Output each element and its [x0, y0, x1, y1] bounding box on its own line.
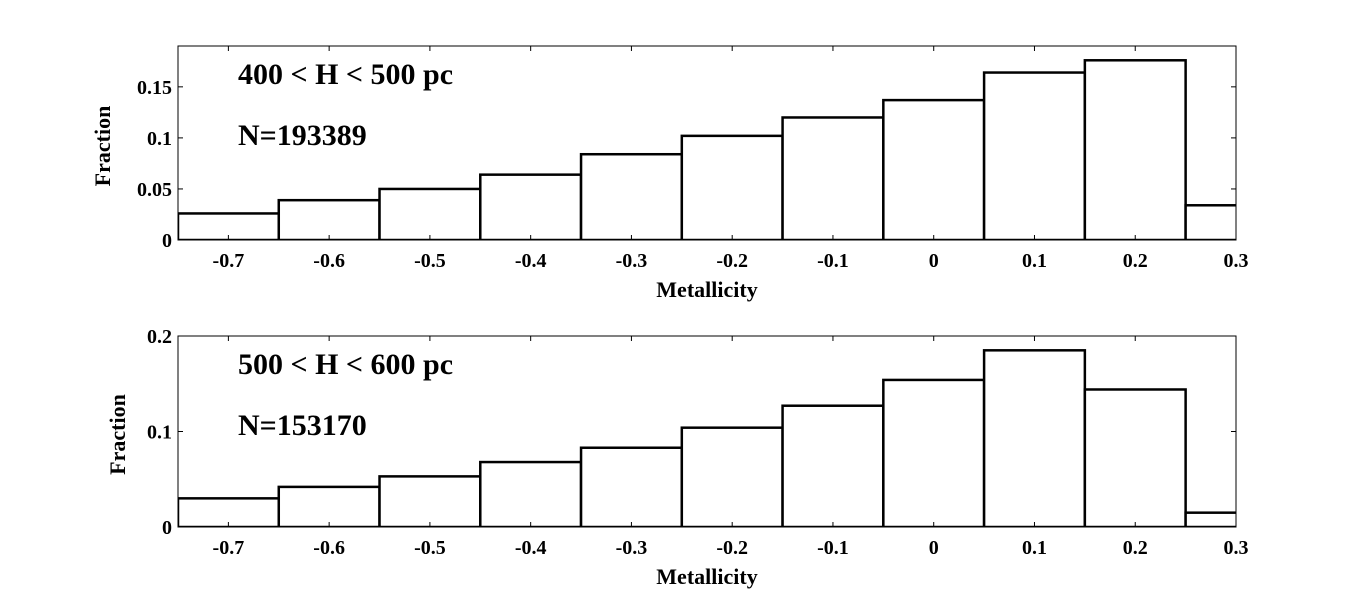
histogram-bar — [479, 173, 583, 240]
x-tick-label: -0.2 — [716, 250, 748, 272]
histogram-bar — [882, 378, 986, 527]
x-tick-label: -0.3 — [616, 250, 648, 272]
x-tick-label: 0.3 — [1224, 250, 1249, 272]
x-tick-label: 0.2 — [1123, 537, 1148, 559]
height-range-annotation: 400 < H < 500 pc — [238, 58, 453, 91]
height-range-annotation: 500 < H < 600 pc — [238, 348, 453, 381]
y-tick-label: 0.1 — [147, 422, 172, 444]
histogram-bar — [378, 187, 482, 240]
axes-frame — [177, 45, 1237, 241]
x-tick-label: -0.6 — [313, 537, 345, 559]
histogram-bar — [882, 98, 986, 240]
x-tick-label: 0.1 — [1022, 537, 1047, 559]
x-tick-label: -0.1 — [817, 250, 849, 272]
histogram-bar — [982, 349, 1087, 527]
x-tick-label: -0.1 — [817, 537, 849, 559]
histogram-bar — [781, 116, 885, 240]
histogram-bar — [378, 475, 482, 527]
y-tick-label: 0.1 — [147, 128, 172, 150]
x-tick-label: -0.6 — [313, 250, 345, 272]
y-axis-label: Fraction — [105, 394, 130, 475]
y-tick-label: 0.05 — [137, 179, 172, 201]
x-tick-label: -0.7 — [213, 250, 245, 272]
x-tick-label: 0.2 — [1123, 250, 1148, 272]
histogram-bar — [680, 426, 784, 527]
bottom-histogram-panel: -0.7 -0.6 -0.5 -0.4 -0.3 -0.2 -0.1 0 0.1 0.2 0.3 0… — [105, 326, 1249, 589]
histogram-bar — [781, 404, 885, 527]
y-tick-label: 0.15 — [137, 77, 172, 99]
y-tick-label: 0.2 — [147, 326, 172, 348]
x-tick-label: 0 — [929, 537, 939, 559]
x-tick-label: 0.3 — [1224, 537, 1249, 559]
y-axis-ticks: 0 0.1 0.2 — [147, 326, 1236, 539]
histogram-bars — [178, 349, 1236, 527]
histogram-bar — [1083, 388, 1187, 527]
x-axis-ticks: -0.7 -0.6 -0.5 -0.4 -0.3 -0.2 -0.1 0 0.1 0.2 0.3 — [213, 46, 1249, 272]
x-axis-label: Metallicity — [656, 564, 757, 589]
y-axis-label: Fraction — [90, 106, 115, 187]
y-axis-ticks: 0 0.05 0.1 0.15 — [137, 77, 1236, 252]
x-tick-label: -0.4 — [515, 537, 547, 559]
histogram-bar — [277, 485, 381, 527]
top-histogram-panel: -0.7 -0.6 -0.5 -0.4 -0.3 -0.2 -0.1 0 0.1 0.2 0.3 0… — [90, 45, 1249, 302]
histogram-bar — [1083, 59, 1187, 240]
x-tick-label: -0.5 — [414, 537, 446, 559]
histogram-bar — [579, 152, 684, 240]
y-tick-label: 0 — [162, 230, 172, 252]
histogram-bars — [178, 59, 1236, 240]
sample-count-annotation: N=193389 — [238, 119, 367, 152]
x-tick-label: -0.2 — [716, 537, 748, 559]
histogram-bar — [579, 446, 684, 527]
histogram-bar — [479, 460, 583, 527]
x-tick-label: -0.4 — [515, 250, 547, 272]
x-tick-label: -0.5 — [414, 250, 446, 272]
x-axis-ticks: -0.7 -0.6 -0.5 -0.4 -0.3 -0.2 -0.1 0 0.1 0.2 0.3 — [213, 336, 1249, 559]
histogram-bar — [680, 134, 784, 240]
x-tick-label: 0.1 — [1022, 250, 1047, 272]
x-tick-label: -0.3 — [616, 537, 648, 559]
y-tick-label: 0 — [162, 517, 172, 539]
sample-count-annotation: N=153170 — [238, 409, 367, 442]
histogram-bar — [277, 198, 381, 240]
x-tick-label: 0 — [929, 250, 939, 272]
histogram-bar — [982, 71, 1087, 240]
x-tick-label: -0.7 — [213, 537, 245, 559]
x-axis-label: Metallicity — [656, 277, 757, 302]
